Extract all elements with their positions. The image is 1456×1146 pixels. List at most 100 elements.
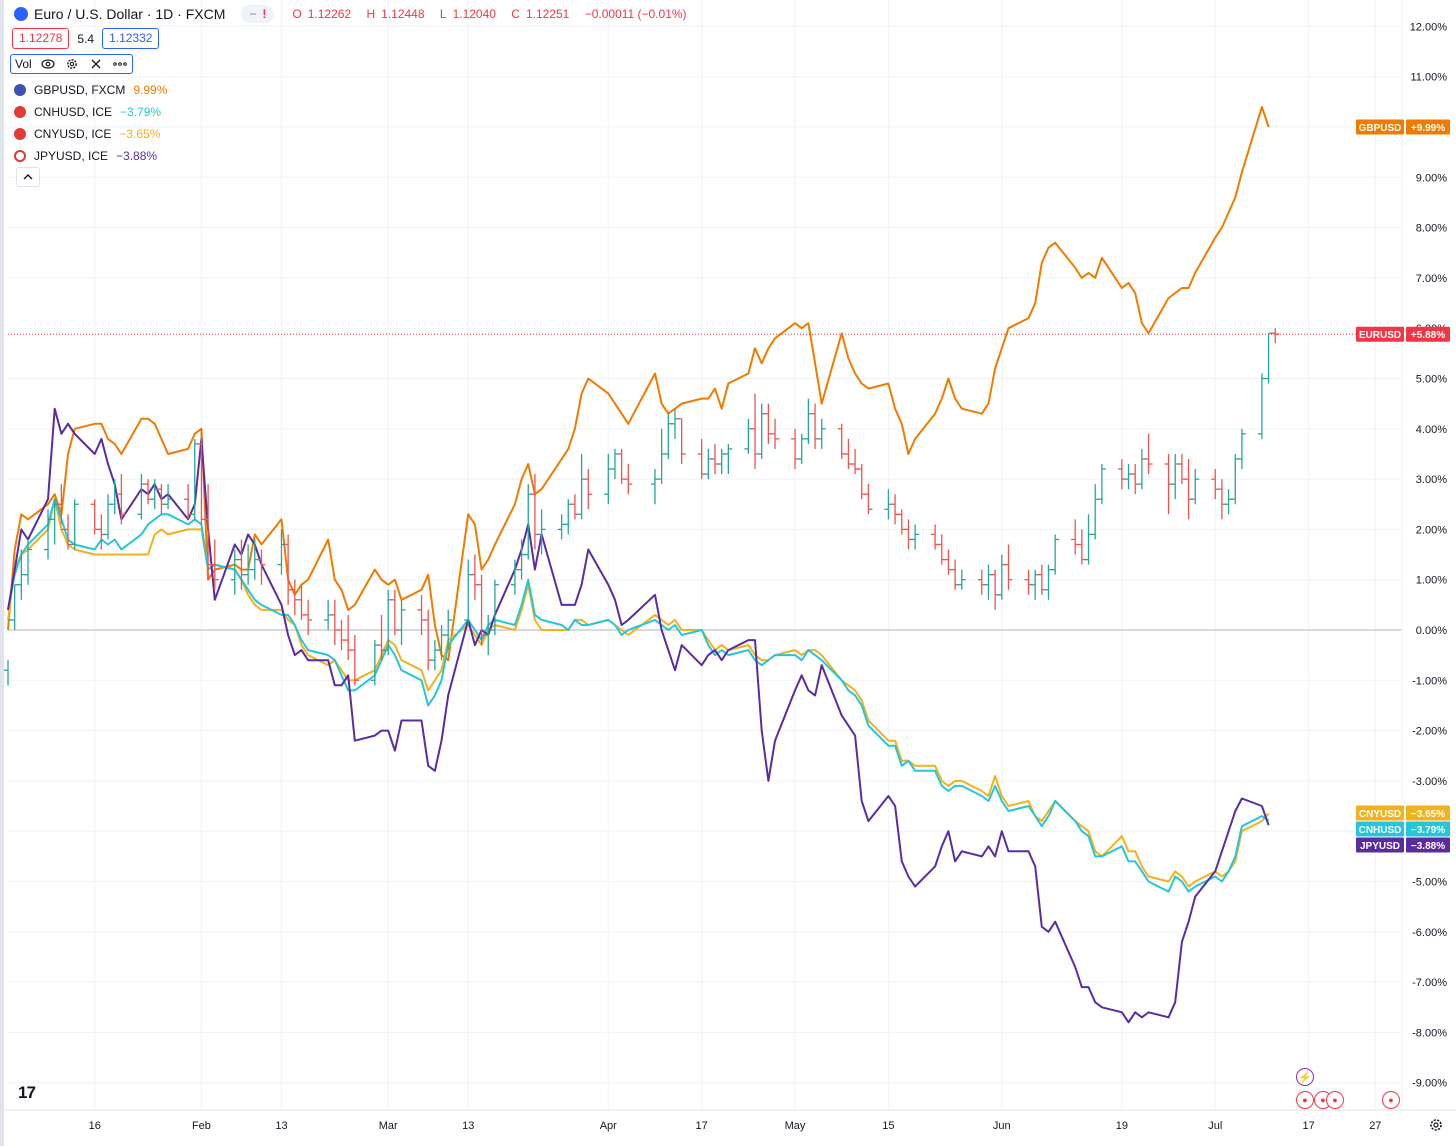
chevron-up-icon xyxy=(23,174,33,180)
price-label-cnyusd-value xyxy=(1406,805,1450,821)
y-tick-label: 11.00% xyxy=(1411,72,1448,84)
price-label-gbpusd-name xyxy=(1356,119,1404,135)
x-tick-label: May xyxy=(785,1120,806,1132)
y-tick-label: -8.00% xyxy=(1412,1027,1447,1039)
x-tick-label: 17 xyxy=(696,1120,708,1132)
sell-button[interactable]: 1.12278 xyxy=(12,28,70,49)
minimize-label: − xyxy=(249,7,257,21)
legend-item-gbpusd[interactable]: GBPUSD, FXCM 9.99% xyxy=(14,79,167,101)
volume-label: Vol xyxy=(15,57,32,71)
y-tick-label: 12.00% xyxy=(1410,21,1448,33)
y-tick-label: -1.00% xyxy=(1412,675,1447,687)
series-line-jpyusd xyxy=(7,407,1270,1024)
x-tick-label: 16 xyxy=(89,1120,101,1132)
price-label-eurusd-name xyxy=(1356,326,1404,342)
y-tick-label: 7.00% xyxy=(1416,273,1447,285)
settings-gear-icon[interactable] xyxy=(1428,1117,1444,1133)
legend-item-jpyusd[interactable]: JPYUSD, ICE −3.88% xyxy=(14,145,167,167)
x-tick-label: 15 xyxy=(882,1120,894,1132)
price-label-jpyusd-name xyxy=(1356,837,1404,853)
spread-value: 5.4 xyxy=(77,31,95,46)
y-tick-label: 4.00% xyxy=(1416,424,1447,436)
price-label-value-text: −3.79% xyxy=(1411,825,1445,836)
chart-header: Euro / U.S. Dollar · 1D · FXCM − ! O 1.12… xyxy=(14,4,693,24)
price-label-text: CNHUSD xyxy=(1359,825,1402,836)
price-label-gbpusd-value xyxy=(1406,119,1450,135)
y-tick-label: -3.00% xyxy=(1412,776,1447,788)
series-line-gbpusd xyxy=(7,105,1270,662)
legend-value: −3.88% xyxy=(116,149,158,163)
series-line-cnhusd xyxy=(7,498,1270,893)
legend-value: −3.65% xyxy=(119,127,161,141)
volume-indicator-row[interactable]: Vol xyxy=(10,54,133,74)
y-tick-label: 0.00% xyxy=(1416,625,1447,637)
legend-symbol: CNYUSD, ICE xyxy=(34,127,112,141)
us-flag-event-icon[interactable]: ● xyxy=(1382,1091,1400,1109)
price-label-eurusd-value xyxy=(1406,326,1450,342)
us-flag-event-icon[interactable]: ● xyxy=(1326,1091,1344,1109)
uk-flag-icon xyxy=(14,84,26,96)
china-flag-icon xyxy=(14,128,26,140)
x-tick-label: 19 xyxy=(1116,1120,1128,1132)
change-value: −0.00011 (−0.01%) xyxy=(584,7,687,21)
x-tick-label: Jun xyxy=(993,1120,1011,1132)
x-tick-label: 27 xyxy=(1369,1120,1381,1132)
high-value: 1.12448 xyxy=(381,7,425,21)
price-label-text: GBPUSD xyxy=(1359,123,1402,134)
y-tick-label: -2.00% xyxy=(1412,726,1447,738)
y-tick-label: -6.00% xyxy=(1412,927,1447,939)
tradingview-logo[interactable]: 17 xyxy=(18,1083,36,1102)
japan-flag-icon xyxy=(14,150,26,162)
gear-icon[interactable] xyxy=(64,56,80,72)
price-label-value-text: −3.65% xyxy=(1411,809,1445,820)
x-tick-label: Apr xyxy=(600,1120,617,1132)
price-label-jpyusd-value xyxy=(1406,837,1450,853)
price-label-value-text: −3.88% xyxy=(1411,841,1445,852)
compare-legend: GBPUSD, FXCM 9.99% CNHUSD, ICE −3.79% CN… xyxy=(14,79,167,167)
y-tick-label: 3.00% xyxy=(1416,474,1447,486)
more-icon[interactable] xyxy=(112,56,128,72)
x-tick-label: Feb xyxy=(192,1120,211,1132)
legend-item-cnyusd[interactable]: CNYUSD, ICE −3.65% xyxy=(14,123,167,145)
x-tick-label: Jul xyxy=(1208,1120,1222,1132)
alert-icon: ! xyxy=(262,7,267,21)
close-label: C xyxy=(511,7,520,21)
left-edge-bar xyxy=(0,0,4,1146)
y-tick-label: 8.00% xyxy=(1416,223,1447,235)
legend-symbol: GBPUSD, FXCM xyxy=(34,83,126,97)
y-tick-label: -9.00% xyxy=(1412,1078,1447,1090)
trade-panel: 1.12278 5.4 1.12332 xyxy=(12,28,160,49)
lightning-icon[interactable]: ⚡ xyxy=(1296,1068,1314,1086)
price-label-text: CNYUSD xyxy=(1359,809,1401,820)
legend-item-cnhusd[interactable]: CNHUSD, ICE −3.79% xyxy=(14,101,167,123)
eye-icon[interactable] xyxy=(40,56,56,72)
alert-buttons[interactable]: − ! xyxy=(241,5,275,23)
legend-value: −3.79% xyxy=(120,105,162,119)
symbol-icon xyxy=(14,7,28,21)
price-label-cnyusd-name xyxy=(1356,805,1404,821)
y-tick-label: 5.00% xyxy=(1416,374,1447,386)
close-icon[interactable] xyxy=(88,56,104,72)
price-label-cnhusd-value xyxy=(1406,821,1450,837)
legend-symbol: CNHUSD, ICE xyxy=(34,105,113,119)
collapse-legend-button[interactable] xyxy=(16,167,40,187)
y-tick-label: -7.00% xyxy=(1412,977,1447,989)
x-tick-label: 13 xyxy=(462,1120,474,1132)
low-value: 1.12040 xyxy=(452,7,496,21)
low-label: L xyxy=(439,7,447,21)
symbol-title[interactable]: Euro / U.S. Dollar · 1D · FXCM xyxy=(34,6,226,22)
price-label-text: EURUSD xyxy=(1359,330,1401,341)
x-tick-label: Mar xyxy=(379,1120,398,1132)
us-flag-event-icon[interactable]: ● xyxy=(1296,1091,1314,1109)
price-label-value-text: +5.88% xyxy=(1411,330,1445,341)
price-label-cnhusd-name xyxy=(1356,821,1404,837)
ohlc-values: O 1.12262 H 1.12448 L 1.12040 C 1.12251 −0.0… xyxy=(292,7,692,21)
legend-value: 9.99% xyxy=(133,83,168,97)
y-tick-label: -5.00% xyxy=(1412,877,1447,889)
buy-button[interactable]: 1.12332 xyxy=(102,28,160,49)
y-tick-label: 1.00% xyxy=(1416,575,1447,587)
price-label-value-text: +9.99% xyxy=(1411,123,1445,134)
legend-symbol: JPYUSD, ICE xyxy=(34,149,109,163)
x-tick-label: 13 xyxy=(275,1120,287,1132)
